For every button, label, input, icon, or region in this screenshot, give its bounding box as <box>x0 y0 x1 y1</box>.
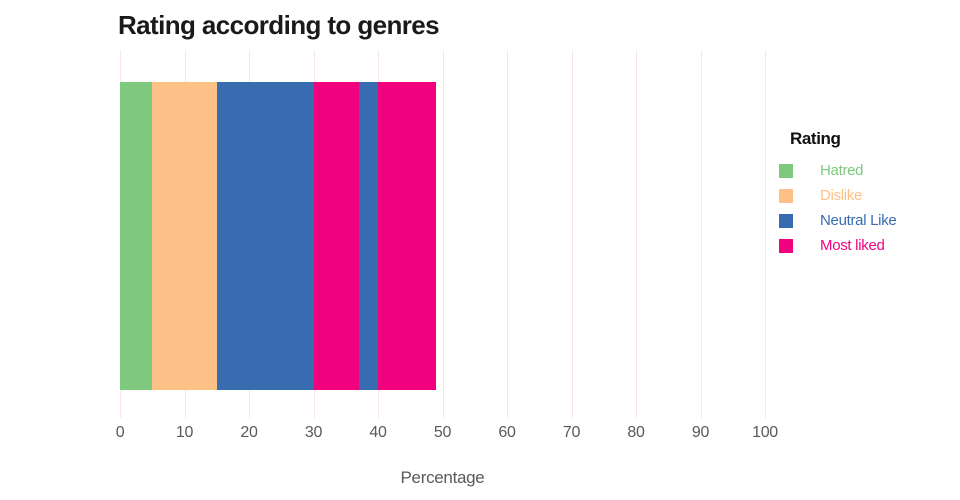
x-tick-label-0: 0 <box>115 424 125 441</box>
stacked-bar <box>120 82 765 390</box>
bar-segment-neutral-like-4 <box>358 82 378 390</box>
bar-segment-hatred-0 <box>120 82 153 390</box>
x-tick-label-60: 60 <box>498 424 516 441</box>
x-tick-label-70: 70 <box>562 424 581 441</box>
x-tick-label-40: 40 <box>369 424 387 441</box>
bar-segment-most-liked-3 <box>313 82 359 390</box>
chart-title: Rating according to genres <box>118 10 440 40</box>
gridline-x-80 <box>636 50 637 418</box>
x-tick-label-90: 90 <box>691 424 710 441</box>
legend-label: Hatred <box>820 162 864 179</box>
legend-items-group: Hatred Dislike Neutral Like Most liked <box>779 158 897 258</box>
bar-segment-dislike-1 <box>152 82 217 390</box>
legend-swatch-icon <box>779 163 793 178</box>
legend-label: Most liked <box>820 237 885 254</box>
legend: Rating Hatred Dislike Neutral Like Most lik… <box>779 129 897 258</box>
bar-segment-most-liked-5 <box>378 82 437 390</box>
legend-title: Rating <box>790 129 841 148</box>
gridline-x-60 <box>507 50 508 418</box>
legend-swatch-icon <box>779 188 793 203</box>
x-tick-label-100: 100 <box>752 424 778 441</box>
plot-area <box>120 50 766 418</box>
legend-swatch-icon <box>779 238 793 253</box>
x-tick-label-10: 10 <box>175 424 194 441</box>
bar-segment-neutral-like-2 <box>216 82 314 390</box>
legend-swatch-icon <box>779 213 793 228</box>
x-tick-label-30: 30 <box>304 424 323 441</box>
legend-label: Neutral Like <box>820 212 897 229</box>
gridline-x-90 <box>700 50 702 418</box>
x-tick-label-20: 20 <box>240 424 258 441</box>
x-axis-label: Percentage <box>400 468 485 487</box>
legend-item-neutral-like: Neutral Like <box>779 208 897 233</box>
gridline-x-50 <box>442 50 444 418</box>
legend-item-hatred: Hatred <box>779 158 896 183</box>
x-tick-label-50: 50 <box>433 424 452 441</box>
gridline-x-70 <box>571 50 573 418</box>
x-tick-label-80: 80 <box>627 424 645 441</box>
x-axis-tick-labels: 0 10 20 30 40 50 60 70 80 90 100 <box>116 424 779 444</box>
legend-item-most-liked: Most liked <box>779 233 896 258</box>
gridline-x-100 <box>765 50 766 418</box>
legend-item-dislike: Dislike <box>779 183 896 208</box>
legend-label: Dislike <box>820 187 863 204</box>
